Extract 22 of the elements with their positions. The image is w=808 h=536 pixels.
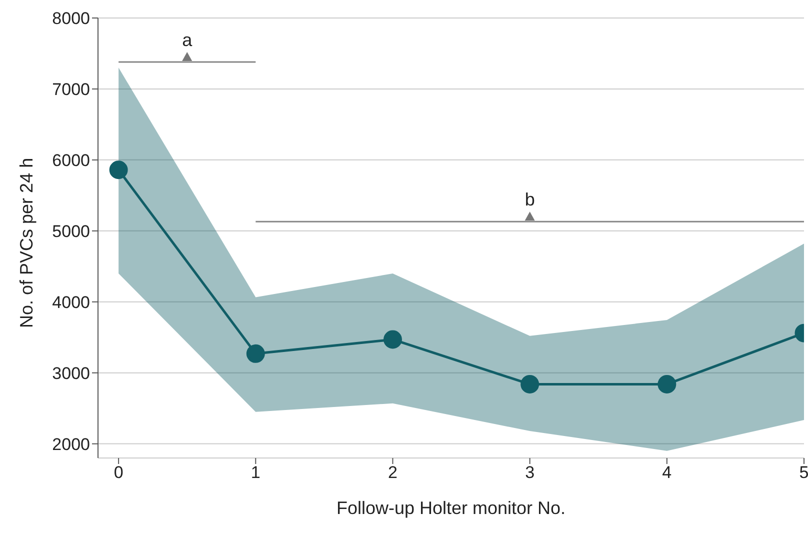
point — [658, 374, 676, 394]
y-tick-label: 3000 — [52, 364, 90, 383]
annotation: a — [182, 30, 194, 50]
point — [109, 160, 128, 180]
x-tick-label: 3 — [525, 463, 535, 482]
x-tick-label: 1 — [250, 463, 260, 482]
x-tick-label: 0 — [114, 463, 124, 482]
y-tick-label: 8000 — [52, 9, 90, 28]
point — [520, 374, 540, 394]
y-axis-title: No. of PVCs per 24 h — [16, 158, 36, 328]
y-tick-label: 7000 — [52, 80, 90, 100]
y-tick-label: 4000 — [52, 292, 90, 312]
y-tick-label: 5000 — [52, 222, 90, 241]
y-tick-label: 6000 — [52, 150, 90, 170]
x-tick-label: 2 — [388, 463, 398, 482]
x-tick-label: 5 — [799, 463, 808, 482]
point — [246, 344, 265, 363]
y-tick-label: 2000 — [52, 434, 90, 454]
x-tick-label: 4 — [662, 463, 672, 482]
x-axis-title: Follow-up Holter monitor No. — [336, 498, 566, 518]
annotation: b — [524, 190, 535, 210]
point — [383, 330, 402, 349]
